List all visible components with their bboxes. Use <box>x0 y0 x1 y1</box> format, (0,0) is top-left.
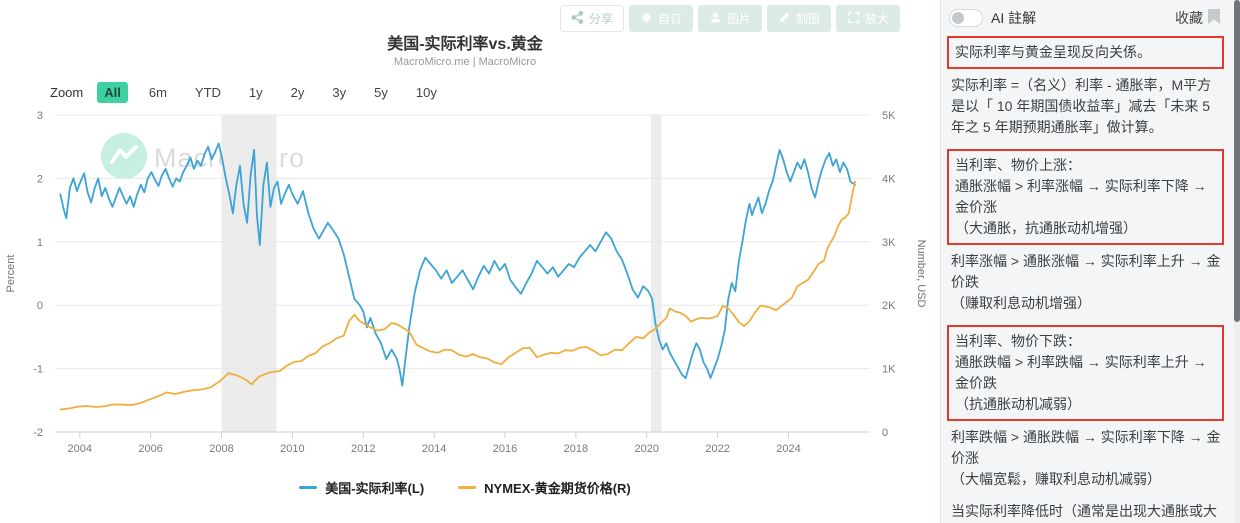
share-button[interactable]: 分享 <box>559 5 624 32</box>
image-icon <box>709 11 722 27</box>
ai-annotation-toggle-group: AI 註解 <box>949 8 1036 28</box>
zoom-option-2y[interactable]: 2y <box>290 85 305 100</box>
x-axis-tick-label: 2022 <box>705 443 729 455</box>
zoom-option-all[interactable]: All <box>97 82 128 103</box>
left-axis-tick-label: 0 <box>37 300 43 312</box>
chart-region: 美国-实际利率vs.黄金 MacroMicro.me | MacroMicro … <box>0 5 940 497</box>
x-axis-tick-label: 2008 <box>209 443 233 455</box>
zoom-option-1y[interactable]: 1y <box>248 85 263 100</box>
x-axis-tick-label: 2020 <box>635 443 659 455</box>
favorite-button[interactable]: 收藏 <box>1175 8 1220 28</box>
chart-title: 美国-实际利率vs.黄金 <box>387 36 543 53</box>
annotation-block-definition: 实际利率 =（名义）利率 - 通胀率，M平方是以「 10 年期国债收益率」减去「… <box>951 77 1212 135</box>
toggle-knob-icon <box>952 12 964 24</box>
real-rate-dash-icon <box>299 486 318 489</box>
favorite-label: 收藏 <box>1175 10 1203 26</box>
expand-icon <box>847 11 860 27</box>
bookmark-icon <box>1208 9 1220 27</box>
left-axis-tick-label: 2 <box>37 173 43 185</box>
share-icon <box>571 10 584 27</box>
chart-legend: 美国-实际利率(L) NYMEX-黄金期货价格(R) <box>0 478 930 497</box>
right-axis-tick-label: 4K <box>882 173 896 185</box>
legend-label-real-rate: 美国-实际利率(L) <box>325 481 425 496</box>
zoom-option-3y[interactable]: 3y <box>332 85 347 100</box>
ai-annotation-toggle[interactable] <box>949 9 983 27</box>
panel-scrollbar[interactable] <box>1234 0 1240 523</box>
annotation-block-summary: 实际利率与黄金呈现反向关係。 <box>947 36 1224 69</box>
recession-band-1 <box>651 115 662 432</box>
right-axis-tick-label: 5K <box>882 110 896 122</box>
series-line-real-rate[interactable] <box>59 142 856 387</box>
annotation-block-rates-down: 当利率、物价下跌： 通胀跌幅 > 利率跌幅 → 实际利率上升 →金价跌 （抗通胀… <box>947 325 1224 421</box>
right-axis-tick-label: 0 <box>882 427 888 439</box>
zoom-option-ytd[interactable]: YTD <box>194 85 221 100</box>
x-axis-tick-label: 2014 <box>422 443 446 455</box>
left-axis-tick-label: 3 <box>37 110 43 122</box>
x-axis-tick-label: 2006 <box>138 443 162 455</box>
legend-item-gold[interactable]: NYMEX-黄金期货价格(R) <box>458 478 631 497</box>
x-axis-tick-label: 2012 <box>351 443 375 455</box>
zoom-option-5y[interactable]: 5y <box>374 85 388 100</box>
recession-band-0 <box>221 115 277 432</box>
gear-icon <box>640 11 653 27</box>
share-button-label: 分享 <box>588 12 613 26</box>
zoom-option-6m[interactable]: 6m <box>148 85 167 100</box>
enlarge-button[interactable]: 放大 <box>835 5 900 32</box>
draw-button[interactable]: 制图 <box>766 5 831 32</box>
image-button-label: 图片 <box>726 12 751 26</box>
x-axis-tick-label: 2018 <box>564 443 588 455</box>
left-axis-title: Percent <box>5 255 17 293</box>
left-axis-tick-label: 1 <box>37 237 43 249</box>
annotation-block-rates-up-alt: 利率涨幅 > 通胀涨幅 → 实际利率上升 → 金价跌 （赚取利息动机增强） <box>951 253 1221 311</box>
zoom-label: Zoom <box>50 85 84 100</box>
draw-button-label: 制图 <box>795 12 820 26</box>
x-axis-tick-label: 2010 <box>280 443 304 455</box>
annotation-panel: AI 註解 收藏 实际利率与黄金呈现反向关係。 实际利率 =（名义）利率 - 通… <box>940 0 1240 523</box>
panel-scrollbar-thumb[interactable] <box>1234 0 1240 322</box>
x-axis-tick-label: 2024 <box>776 443 800 455</box>
annotation-block-conclusion: 当实际利率降低时（通常是出现大通胀或大宽鬆时），金价容易强势上涨，反之亦然。 <box>951 503 1217 519</box>
customize-button[interactable]: 自订 <box>628 5 693 32</box>
series-line-gold[interactable] <box>59 180 856 411</box>
annotation-block-rates-down-alt: 利率跌幅 > 通胀跌幅 → 实际利率下降 → 金价涨 （大幅宽鬆，赚取利息动机减… <box>951 429 1221 487</box>
customize-button-label: 自订 <box>657 12 682 26</box>
line-chart-plot[interactable]: 3 2 1 0 -1 -2 5K 4K 3K 2K 1K 0 2004 2006 2008 2010 2012 2… <box>0 88 940 478</box>
panel-header: AI 註解 收藏 <box>949 8 1226 28</box>
ai-annotation-label: AI 註解 <box>991 10 1037 26</box>
x-axis-tick-label: 2004 <box>68 443 92 455</box>
zoom-range-selector: Zoom All 6m YTD 1y 2y 3y 5y 10y <box>50 82 444 103</box>
left-axis-tick-label: -1 <box>33 364 43 376</box>
right-axis-tick-label: 3K <box>882 237 896 249</box>
pencil-icon <box>778 11 791 27</box>
left-axis-tick-label: -2 <box>33 427 43 439</box>
right-axis-tick-label: 2K <box>882 300 896 312</box>
chart-toolbar: 分享 自订 图片 制图 <box>559 5 900 32</box>
annotation-block-rates-up: 当利率、物价上涨： 通胀涨幅 > 利率涨幅 → 实际利率下降 → 金价涨 （大通… <box>947 149 1224 245</box>
enlarge-button-label: 放大 <box>864 12 889 26</box>
gold-dash-icon <box>458 486 477 489</box>
right-axis-tick-label: 1K <box>882 364 896 376</box>
right-axis-title: Number, USD <box>915 240 927 308</box>
chart-subtitle: MacroMicro.me | MacroMicro <box>393 56 537 68</box>
zoom-option-10y[interactable]: 10y <box>415 85 437 100</box>
legend-label-gold: NYMEX-黄金期货价格(R) <box>484 481 631 496</box>
legend-item-real-rate[interactable]: 美国-实际利率(L) <box>299 478 424 497</box>
x-axis-tick-label: 2016 <box>493 443 517 455</box>
image-button[interactable]: 图片 <box>697 5 762 32</box>
